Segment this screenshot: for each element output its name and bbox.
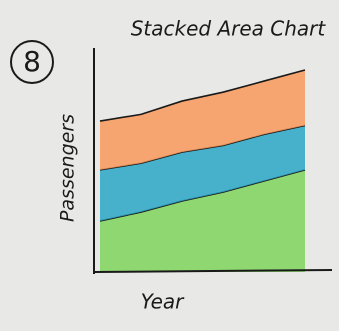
- area: [100, 169, 305, 272]
- annotation: 8: [23, 45, 41, 78]
- x-axis: [93, 269, 333, 273]
- annotation-circle: [10, 40, 54, 84]
- chart-title: Stacked Area Chart: [131, 17, 327, 41]
- area: [100, 125, 305, 221]
- x-axis-label: Year: [141, 290, 186, 314]
- area: [100, 69, 305, 170]
- plot-area: [99, 69, 306, 272]
- y-axis-label: Passengers: [57, 114, 79, 222]
- area-edge: [99, 69, 306, 122]
